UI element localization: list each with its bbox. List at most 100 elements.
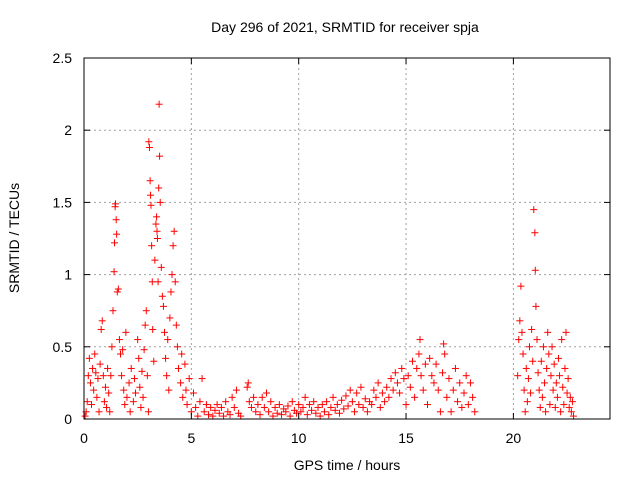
data-point [363,408,371,416]
data-point [101,383,109,391]
y-tick-label: 2 [64,122,72,138]
data-point [110,268,118,276]
data-point [93,393,101,401]
data-point [353,389,361,397]
data-point [129,398,137,406]
data-point [164,336,172,344]
data-point [141,321,149,329]
data-point [383,383,391,391]
data-point [92,369,100,377]
data-point [299,403,307,411]
data-point [534,369,542,377]
x-tick-label: 20 [506,430,522,446]
data-point [166,314,174,322]
data-point [560,401,568,409]
data-point [566,393,574,401]
data-point [156,198,164,206]
data-point [335,409,343,417]
data-point [432,360,440,368]
x-tick-label: 0 [80,430,88,446]
data-point [200,408,208,416]
data-point [359,403,367,411]
data-point [123,393,131,401]
data-point [96,360,104,368]
data-point [120,386,128,394]
data-point [408,357,416,365]
data-point [515,336,523,344]
data-point [177,379,185,387]
data-point [282,408,290,416]
data-point [113,230,121,238]
data-point [329,393,337,401]
data-point [301,393,309,401]
data-point [194,412,202,420]
data-point [147,191,155,199]
data-point [118,372,126,380]
data-point [553,393,561,401]
data-point [445,375,453,383]
data-point [338,396,346,404]
data-point [303,411,311,419]
data-point [256,411,264,419]
data-point [421,360,429,368]
data-point [154,278,162,286]
data-point [158,292,166,300]
data-point [516,317,524,325]
data-point [550,360,558,368]
data-point [157,263,165,271]
data-point [430,379,438,387]
data-point [254,401,262,409]
data-point [260,403,268,411]
data-point [98,317,106,325]
data-point [135,354,143,362]
data-point [342,392,350,400]
data-point [413,364,421,372]
data-point [521,408,529,416]
data-point [549,386,557,394]
data-point [378,389,386,397]
data-point [121,401,129,409]
data-point [267,398,275,406]
data-point [122,328,130,336]
data-point [107,372,115,380]
data-point [316,412,324,420]
data-point [547,372,555,380]
data-point [325,411,333,419]
data-point [116,350,124,358]
data-point [145,144,153,152]
data-point [112,216,120,224]
data-point [245,398,253,406]
data-point [275,401,283,409]
data-point [310,398,318,406]
data-point [518,328,526,336]
data-point [258,393,266,401]
data-point [142,307,150,315]
data-point [374,379,382,387]
data-point [112,200,120,208]
data-point [389,386,397,394]
data-point [551,403,559,411]
data-point [570,412,578,420]
data-point [376,403,384,411]
data-point [271,403,279,411]
data-point [520,386,528,394]
data-point [143,372,151,380]
data-point [532,302,540,310]
data-point [262,389,270,397]
data-point [524,375,532,383]
data-point [222,398,230,406]
data-point [163,372,171,380]
data-point [543,364,551,372]
data-point [391,369,399,377]
grid-layer [84,58,610,419]
data-point [514,372,522,380]
data-point [411,393,419,401]
data-point [525,343,533,351]
data-point [94,375,102,383]
data-point [458,403,466,411]
data-point [288,398,296,406]
data-point [320,408,328,416]
data-point [396,389,404,397]
data-point [104,364,112,372]
data-point [159,302,167,310]
